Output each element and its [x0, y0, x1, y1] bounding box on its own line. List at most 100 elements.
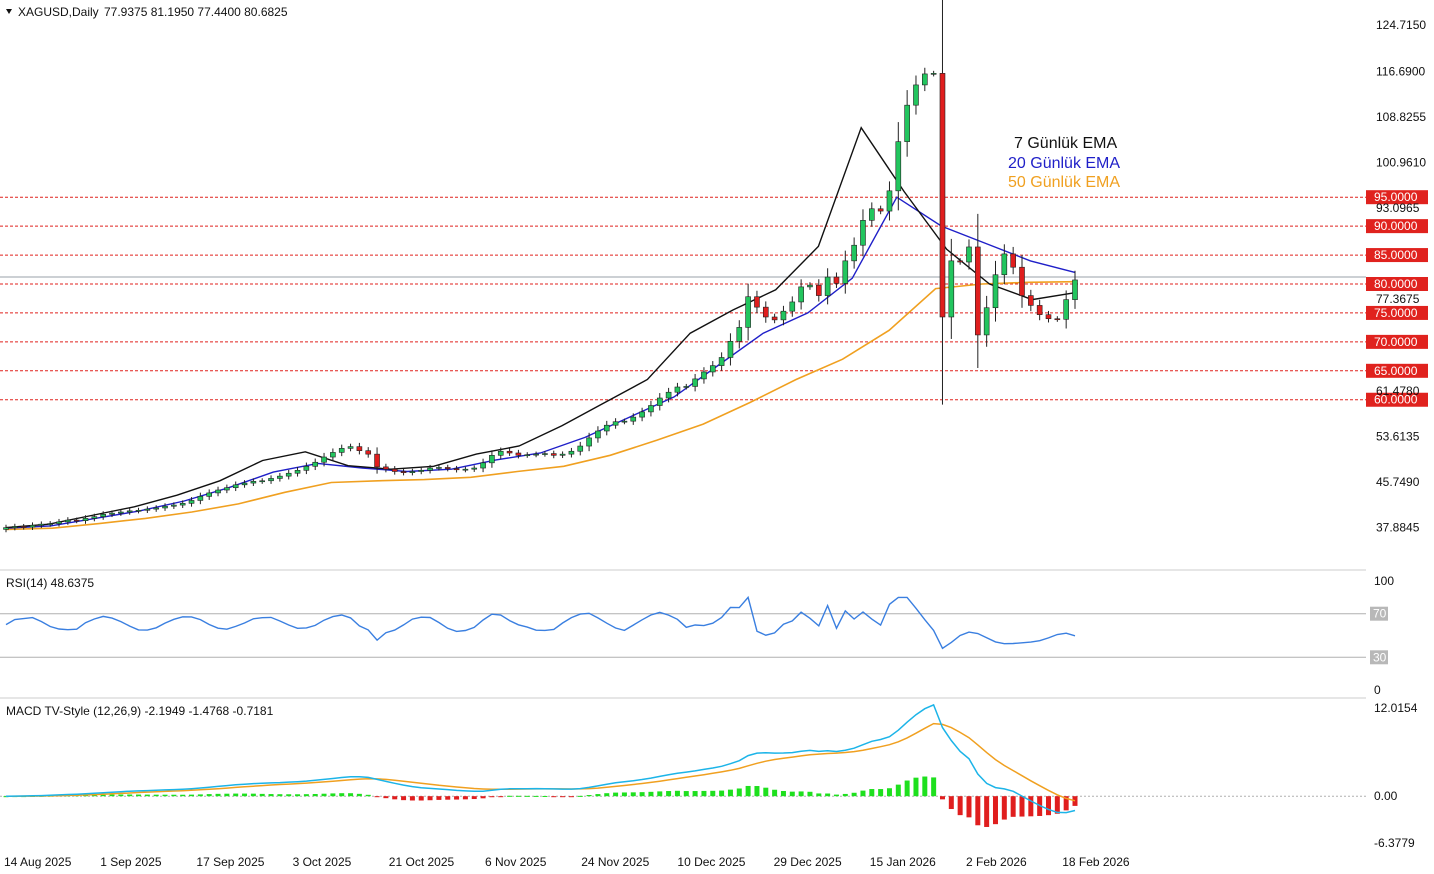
- macd-histogram-bar: [153, 794, 159, 797]
- candle-up: [268, 478, 274, 482]
- ohlc-values: 77.9375 81.1950 77.4400 80.6825: [104, 5, 288, 19]
- candle-up: [913, 84, 919, 106]
- macd-histogram-bar: [931, 777, 937, 797]
- candle-up: [630, 416, 637, 422]
- candle-up: [718, 357, 725, 366]
- macd-histogram-bar: [224, 793, 230, 797]
- macd-histogram-bar: [1054, 796, 1060, 814]
- macd-histogram-bar: [878, 789, 884, 797]
- candle-up: [277, 475, 283, 479]
- macd-histogram-bar: [833, 794, 839, 797]
- candle-up: [851, 244, 857, 262]
- macd-histogram-bar: [1063, 796, 1069, 811]
- macd-histogram-bar: [966, 796, 972, 818]
- rsi-line: [5, 595, 1076, 650]
- macd-histogram-bar: [401, 796, 407, 801]
- candle-up: [12, 526, 18, 528]
- macd-histogram-bar: [551, 796, 557, 798]
- candle-up: [82, 518, 89, 521]
- candle-up: [674, 386, 681, 393]
- macd-histogram-bar: [1028, 796, 1034, 817]
- macd-histogram-bar: [171, 794, 177, 797]
- macd-histogram-bar: [860, 790, 866, 797]
- macd-histogram-bar: [250, 793, 256, 797]
- macd-histogram-bar: [577, 795, 583, 797]
- macd-histogram-bar: [851, 792, 857, 797]
- date-tick-label: 2 Feb 2026: [966, 855, 1027, 869]
- candle-down: [1019, 266, 1025, 296]
- candle-up: [639, 411, 645, 418]
- level-tag: [1366, 363, 1428, 378]
- level-tag-label: 80.0000: [1374, 277, 1418, 291]
- level-tag-label: 70.0000: [1374, 335, 1418, 349]
- collapse-triangle-icon[interactable]: [6, 9, 12, 14]
- macd-histogram-bar: [772, 789, 778, 797]
- macd-histogram-bar: [197, 794, 203, 797]
- price-axis: 95.0000 90.0000 85.0000 80.0000 75.0000 70.00…: [1366, 18, 1428, 535]
- candle-up: [303, 465, 310, 471]
- macd-histogram-bar: [683, 791, 689, 797]
- date-tick-label: 29 Dec 2025: [774, 855, 842, 869]
- macd-histogram-bar: [312, 794, 318, 797]
- macd-histogram-bar: [118, 794, 124, 797]
- macd-histogram-bar: [825, 793, 831, 797]
- candle-up: [1072, 279, 1078, 300]
- macd-histogram-bar: [719, 790, 725, 797]
- macd-histogram-bar: [1072, 796, 1078, 806]
- macd-histogram-bar: [507, 795, 513, 797]
- candle-up: [542, 453, 548, 455]
- macd-histogram-bar: [948, 796, 954, 810]
- macd-histogram-bar: [1001, 796, 1007, 820]
- macd-histogram-bar: [321, 793, 327, 797]
- price-tick-label: 93.0965: [1376, 201, 1420, 215]
- macd-histogram-bar: [436, 796, 442, 800]
- candle-down: [453, 468, 460, 471]
- candle-up: [489, 455, 495, 464]
- macd-histogram-bar: [489, 796, 495, 798]
- candle-up: [232, 484, 239, 489]
- candle-up: [197, 496, 204, 501]
- macd-histogram-bar: [657, 791, 663, 797]
- level-tag: [1366, 190, 1428, 205]
- macd-histogram-bar: [303, 794, 309, 797]
- candle-up: [29, 525, 36, 528]
- date-tick-label: 17 Sep 2025: [196, 855, 264, 869]
- candle-down: [73, 519, 80, 522]
- date-tick-label: 6 Nov 2025: [485, 855, 547, 869]
- candle-down: [365, 450, 372, 455]
- macd-histogram-bar: [189, 794, 195, 797]
- time-axis: 14 Aug 2025 1 Sep 2025 17 Sep 2025 3 Oct 20…: [4, 855, 1130, 869]
- rsi-tick-label: 70: [1373, 607, 1387, 621]
- candle-up: [38, 523, 45, 526]
- level-tag: [1366, 392, 1428, 407]
- candle-up: [259, 480, 266, 483]
- macd-histogram-bar: [542, 795, 548, 797]
- candle-down: [975, 246, 981, 336]
- date-tick-label: 24 Nov 2025: [581, 855, 649, 869]
- candle-up: [656, 397, 663, 406]
- candle-up: [100, 514, 106, 517]
- candle-up: [524, 454, 531, 457]
- candle-down: [1036, 305, 1043, 315]
- macd-histogram-bar: [886, 788, 892, 797]
- macd-histogram-bar: [913, 777, 919, 797]
- candle-up: [904, 104, 910, 142]
- level-tag-label: 65.0000: [1374, 364, 1418, 378]
- candle-up: [436, 467, 442, 469]
- symbol-title: XAGUSD,Daily: [18, 5, 99, 19]
- candle-up: [992, 274, 999, 309]
- candle-up: [3, 527, 9, 530]
- candle-up: [701, 371, 707, 380]
- macd-histogram-bar: [789, 791, 795, 797]
- macd-histogram-bar: [427, 796, 433, 801]
- macd-histogram-bar: [666, 791, 672, 797]
- candle-up: [807, 284, 813, 288]
- macd-histogram-bar: [100, 794, 106, 797]
- candle-up: [179, 503, 186, 506]
- macd-histogram-bar: [639, 792, 645, 797]
- macd-histogram-bar: [922, 776, 928, 797]
- macd-line: [5, 703, 1076, 814]
- candle-down: [506, 450, 513, 454]
- candle-up: [789, 301, 796, 312]
